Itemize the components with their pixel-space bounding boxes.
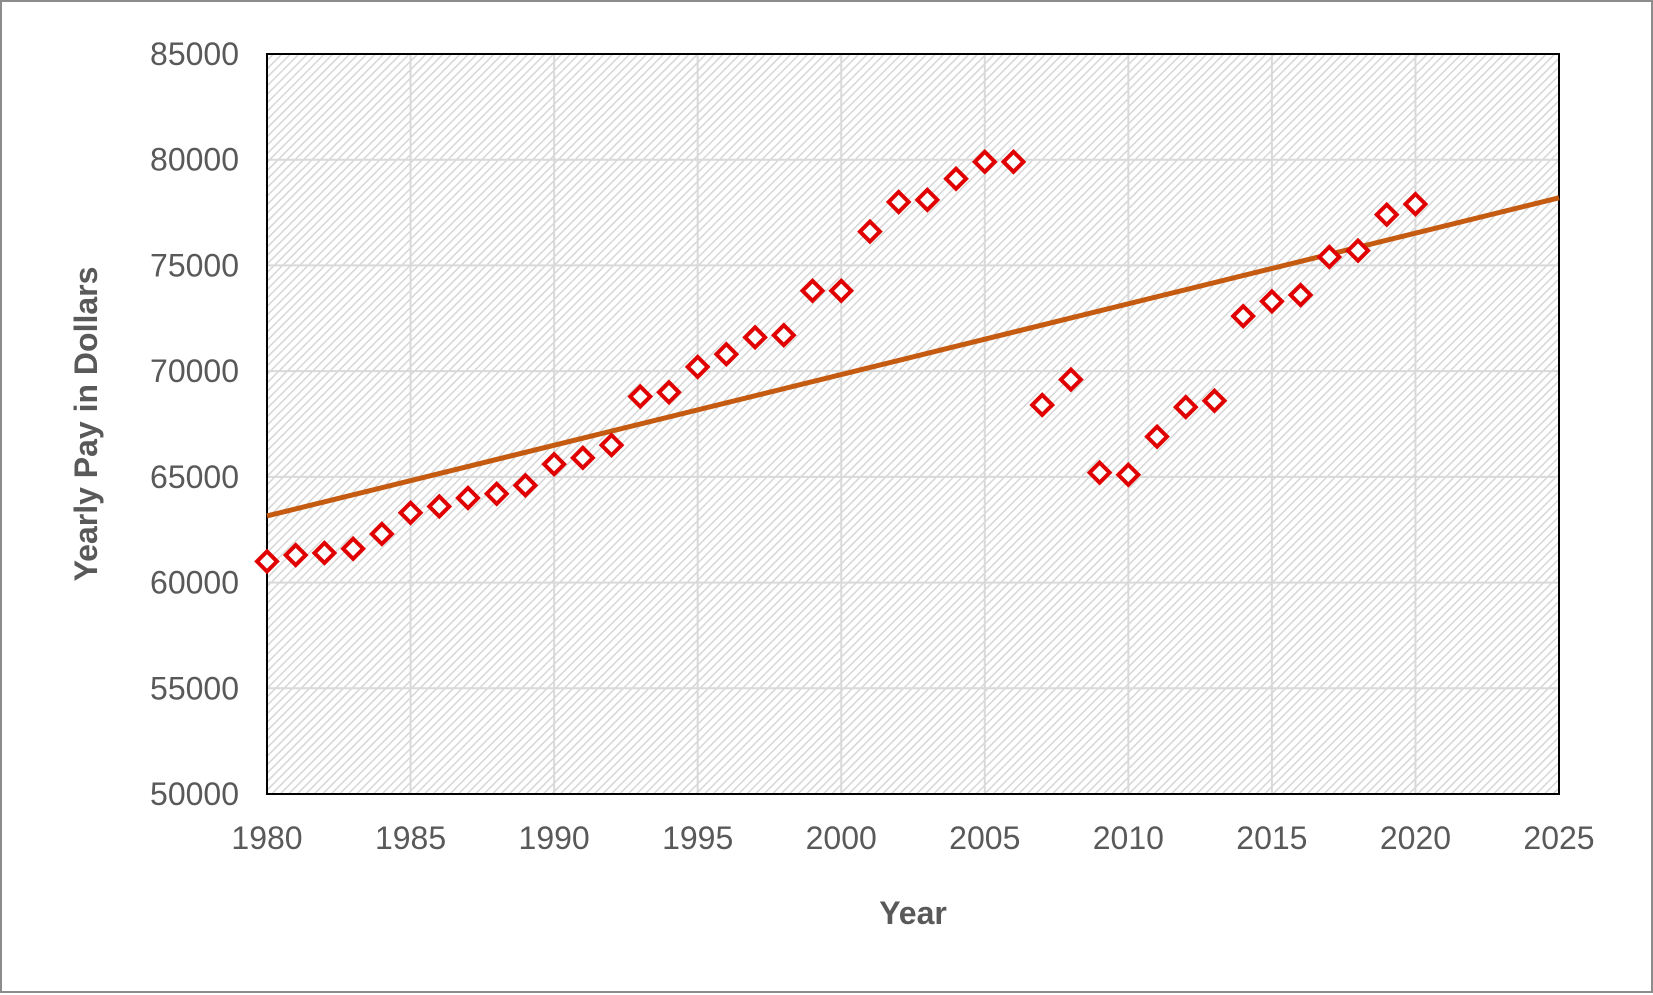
data-point [656,379,682,406]
x-tick-label: 1980 [231,820,302,856]
data-point [541,451,567,477]
x-axis-title: Year [879,895,947,931]
data-point [1201,387,1228,414]
data-point [627,383,654,410]
data-point [455,485,481,511]
data-point [369,521,395,547]
x-tick-label: 2010 [1093,820,1164,856]
data-point [1287,282,1314,308]
data-point [1230,303,1257,329]
data-point [254,548,280,575]
data-point [1373,201,1400,228]
data-point [340,535,366,562]
y-tick-label: 55000 [150,670,239,706]
x-tick-label: 2000 [806,820,877,856]
data-point [598,432,625,458]
data-point [1115,461,1142,488]
data-points [254,149,1429,575]
data-point [1259,288,1285,315]
data-point [282,542,309,568]
data-point [885,189,912,215]
y-axis-title: Yearly Pay in Dollars [68,267,104,582]
data-point [799,277,826,304]
data-point [1345,237,1371,264]
x-tick-label: 2015 [1236,820,1307,856]
data-point [311,540,338,566]
trendline-layer [266,195,1560,519]
data-point [569,445,596,471]
y-tick-label: 65000 [150,459,239,495]
data-point [914,187,941,213]
plot-area [267,54,1559,794]
data-point [1086,459,1113,486]
data-point [742,324,768,351]
x-tick-label: 1995 [662,820,733,856]
data-point [828,277,855,304]
data-point [770,322,797,349]
x-tick-label: 2025 [1523,820,1594,856]
data-point [483,480,510,507]
data-point [684,354,711,380]
y-tick-label: 70000 [150,353,239,389]
plot-border [266,53,1560,795]
y-tick-label: 85000 [150,36,239,72]
data-point [512,472,539,499]
data-point [1058,366,1084,393]
x-tick-label: 2020 [1380,820,1451,856]
data-point [713,341,740,368]
y-tick-labels: 50000 55000 60000 65000 70000 75000 80000 85000 [150,36,239,812]
x-tick-label: 2005 [949,820,1020,856]
data-point [943,165,969,192]
data-point [1316,244,1343,270]
data-point [1172,394,1199,420]
data-point [971,149,998,175]
x-tick-labels: 1980 1985 1990 1995 2000 2005 2010 2015 2020 2025 [231,820,1594,856]
x-tick-label: 1990 [519,820,590,856]
data-point [397,499,424,526]
trendline [266,195,1560,519]
y-tick-label: 50000 [150,776,239,812]
x-tick-label: 1985 [375,820,446,856]
data-point [1000,149,1027,175]
data-point [426,493,453,520]
data-point [857,218,883,245]
data-point [1402,191,1429,217]
y-tick-label: 75000 [150,247,239,283]
y-tick-label: 60000 [150,565,239,601]
data-point [1144,423,1170,450]
data-point [1029,392,1056,418]
y-tick-label: 80000 [150,142,239,178]
